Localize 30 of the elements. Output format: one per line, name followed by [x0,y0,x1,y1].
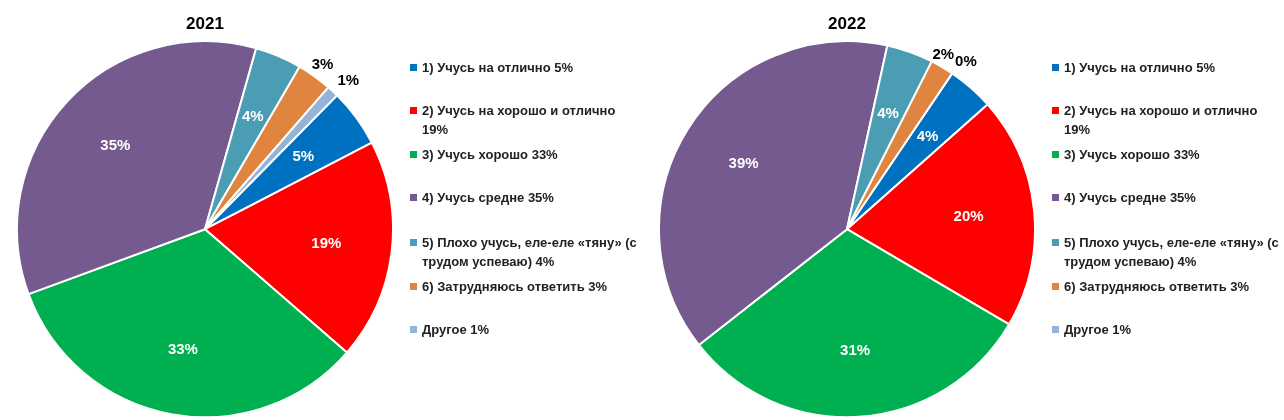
data-label: 4% [877,104,899,122]
legend-label: 6) Затрудняюсь ответить 3% [422,278,608,296]
legend-label: Другое 1% [1064,321,1132,339]
data-label: 5% [292,146,315,164]
data-label: 19% [311,233,342,251]
data-label: 39% [728,154,759,172]
legend-label: 1) Учусь на отлично 5% [1064,59,1216,77]
data-label: 4% [916,127,939,145]
data-label: 4% [241,106,264,124]
legend-label: 4) Учусь средне 35% [1064,189,1196,207]
data-label: 31% [840,341,871,359]
legend-label: 2) Учусь на хорошо и отлично 19% [422,102,617,139]
data-label: 1% [337,71,360,89]
legend-label: 3) Учусь хорошо 33% [422,146,558,164]
data-label: 3% [311,55,334,73]
legend-label: 5) Плохо учусь, еле-еле «тяну» (с трудом успеваю) 4% [1064,234,1280,271]
chart-title: 2021 [186,13,224,33]
data-label: 20% [953,207,984,225]
legend-label: 6) Затрудняюсь ответить 3% [1064,278,1250,296]
legend-label: 1) Учусь на отлично 5% [422,59,574,77]
legend-label: 3) Учусь хорошо 33% [1064,146,1200,164]
legend-label: Другое 1% [422,321,490,339]
legend-label: 2) Учусь на хорошо и отлично 19% [1064,102,1259,139]
data-label: 33% [167,339,198,357]
text: 0% [955,51,977,69]
chart-title: 2022 [828,13,866,33]
legend-label: 4) Учусь средне 35% [422,189,554,207]
legend-label: 5) Плохо учусь, еле-еле «тяну» (с трудом успеваю) 4% [422,234,638,271]
data-label: 2% [932,45,955,63]
data-label: 35% [100,136,131,154]
